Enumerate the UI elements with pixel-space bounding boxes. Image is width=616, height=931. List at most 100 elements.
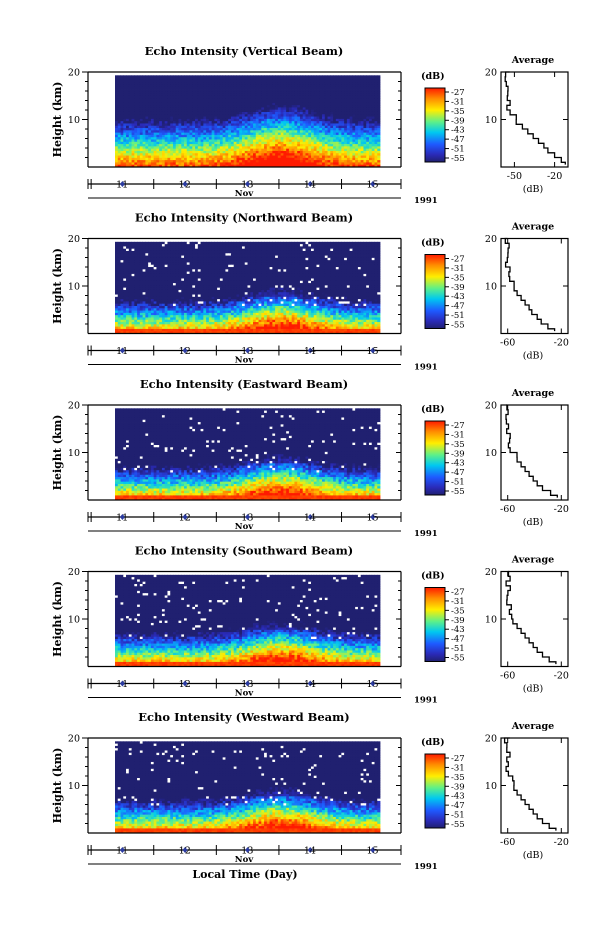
heatmap-cell [214,242,217,245]
heatmap-cell [167,96,170,99]
heatmap-cell [214,84,217,87]
heatmap-cell [148,112,151,115]
heatmap-cell [167,91,170,94]
heatmap-cell [294,242,297,245]
heatmap-cell [181,98,184,101]
heatmap-cell [162,87,165,90]
heatmap-cell [322,140,325,143]
heatmap-cell [366,126,369,129]
heatmap-cell [156,101,159,104]
heatmap-cell [294,258,297,261]
heatmap-cell [253,144,256,147]
heatmap-cell [190,91,193,94]
heatmap-cell [165,82,168,85]
heatmap-cell [245,162,248,165]
heatmap-cell [256,91,259,94]
heatmap-cell [126,84,129,87]
heatmap-cell [231,103,234,106]
heatmap-cell [286,103,289,106]
heatmap-cell [167,160,170,163]
heatmap-cell [231,156,234,159]
heatmap-cells [115,242,380,334]
heatmap-cell [195,89,198,92]
heatmap-cell [115,114,118,117]
heatmap-cell [220,135,223,138]
heatmap-cell [350,256,353,259]
heatmap-cell [173,98,176,101]
heatmap-cell [192,82,195,85]
heatmap-cell [187,121,190,124]
heatmap-cell [292,256,295,259]
heatmap-cell [242,265,245,268]
heatmap-cell [154,98,157,101]
heatmap-cell [242,249,245,252]
heatmap-cell [228,258,231,261]
heatmap-cell [143,103,146,106]
heatmap-cell [148,107,151,110]
heatmap-cell [203,260,206,263]
heatmap-cell [242,246,245,249]
heatmap-cell [372,135,375,138]
heatmap-cell [239,123,242,126]
heatmap-cell [352,137,355,140]
heatmap-cell [187,256,190,259]
heatmap-cell [156,158,159,161]
heatmap-cell [350,140,353,143]
heatmap-cell [319,153,322,156]
heatmap-cell [231,82,234,85]
heatmap-cell [322,137,325,140]
heatmap-cell [336,158,339,161]
heatmap-cell [184,78,187,81]
heatmap-cell [187,103,190,106]
heatmap-cell [256,135,259,138]
heatmap-cell [303,117,306,120]
heatmap-cell [137,135,140,138]
heatmap-cell [314,126,317,129]
heatmap-cell [305,244,308,247]
heatmap-cell [209,246,212,249]
heatmap-cell [350,89,353,92]
heatmap-cell [377,253,380,256]
heatmap-cell [350,114,353,117]
heatmap-cell [328,249,331,252]
heatmap-cell [259,126,262,129]
heatmap-cell [223,114,226,117]
heatmap-cell [325,146,328,149]
heatmap-cell [176,253,179,256]
heatmap-cell [292,262,295,265]
heatmap-cell [308,87,311,90]
heatmap-cell [212,82,215,85]
heatmap-cell [297,78,300,81]
heatmap-cell [363,251,366,254]
heatmap-cell [261,158,264,161]
heatmap-cell [314,91,317,94]
heatmap-cell [176,130,179,133]
heatmap-cell [242,96,245,99]
heatmap-cell [347,258,350,261]
heatmap-cell [319,98,322,101]
heatmap-cell [292,258,295,261]
heatmap-cell [319,156,322,159]
heatmap-cell [129,256,132,259]
heatmap-cell [317,265,320,268]
heatmap-cell [187,119,190,122]
heatmap-cell [242,94,245,97]
heatmap-cell [358,107,361,110]
heatmap-cell [253,103,256,106]
heatmap-cell [217,84,220,87]
heatmap-cell [132,96,135,99]
heatmap-cell [148,126,151,129]
heatmap-cell [300,94,303,97]
heatmap-cell [319,144,322,147]
heatmap-cell [330,123,333,126]
heatmap-cell [228,123,231,126]
heatmap-cell [303,91,306,94]
heatmap-cell [162,262,165,265]
heatmap-cell [231,89,234,92]
heatmap-cell [322,82,325,85]
heatmap-cell [272,119,275,122]
heatmap-cell [129,162,132,165]
heatmap-cell [294,262,297,265]
heatmap-cell [339,153,342,156]
heatmap-cell [126,162,129,165]
